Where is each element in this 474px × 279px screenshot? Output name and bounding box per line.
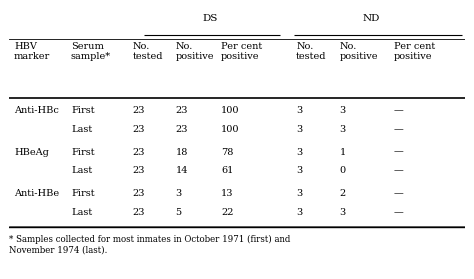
Text: 3: 3 bbox=[175, 189, 182, 198]
Text: Anti-HBc: Anti-HBc bbox=[14, 106, 59, 115]
Text: 23: 23 bbox=[132, 148, 145, 157]
Text: 18: 18 bbox=[175, 148, 188, 157]
Text: HBV
marker: HBV marker bbox=[14, 42, 50, 61]
Text: No.
positive: No. positive bbox=[339, 42, 378, 61]
Text: 1: 1 bbox=[339, 148, 346, 157]
Text: Last: Last bbox=[71, 208, 92, 217]
Text: 3: 3 bbox=[296, 189, 302, 198]
Text: * Samples collected for most inmates in October 1971 (first) and
November 1974 (: * Samples collected for most inmates in … bbox=[9, 235, 291, 254]
Text: 14: 14 bbox=[175, 166, 188, 175]
Text: 100: 100 bbox=[221, 106, 239, 115]
Text: 22: 22 bbox=[221, 208, 234, 217]
Text: 78: 78 bbox=[221, 148, 234, 157]
Text: 2: 2 bbox=[339, 189, 346, 198]
Text: First: First bbox=[71, 148, 94, 157]
Text: 23: 23 bbox=[175, 125, 188, 134]
Text: Last: Last bbox=[71, 125, 92, 134]
Text: —: — bbox=[394, 189, 404, 198]
Text: HBeAg: HBeAg bbox=[14, 148, 49, 157]
Text: 3: 3 bbox=[296, 125, 302, 134]
Text: 61: 61 bbox=[221, 166, 234, 175]
Text: 23: 23 bbox=[175, 106, 188, 115]
Text: No.
tested: No. tested bbox=[296, 42, 327, 61]
Text: 3: 3 bbox=[339, 106, 346, 115]
Text: 23: 23 bbox=[132, 125, 145, 134]
Text: 5: 5 bbox=[175, 208, 182, 217]
Text: No.
tested: No. tested bbox=[132, 42, 163, 61]
Text: Anti-HBe: Anti-HBe bbox=[14, 189, 59, 198]
Text: 13: 13 bbox=[221, 189, 234, 198]
Text: First: First bbox=[71, 189, 94, 198]
Text: —: — bbox=[394, 208, 404, 217]
Text: Serum
sample*: Serum sample* bbox=[71, 42, 111, 61]
Text: Per cent
positive: Per cent positive bbox=[394, 42, 435, 61]
Text: —: — bbox=[394, 125, 404, 134]
Text: ND: ND bbox=[363, 14, 380, 23]
Text: No.
positive: No. positive bbox=[175, 42, 214, 61]
Text: —: — bbox=[394, 106, 404, 115]
Text: 3: 3 bbox=[339, 125, 346, 134]
Text: First: First bbox=[71, 106, 94, 115]
Text: 3: 3 bbox=[339, 208, 346, 217]
Text: —: — bbox=[394, 148, 404, 157]
Text: 3: 3 bbox=[296, 106, 302, 115]
Text: 23: 23 bbox=[132, 189, 145, 198]
Text: 3: 3 bbox=[296, 208, 302, 217]
Text: 100: 100 bbox=[221, 125, 239, 134]
Text: Per cent
positive: Per cent positive bbox=[221, 42, 262, 61]
Text: 23: 23 bbox=[132, 208, 145, 217]
Text: 0: 0 bbox=[339, 166, 346, 175]
Text: 23: 23 bbox=[132, 106, 145, 115]
Text: 3: 3 bbox=[296, 166, 302, 175]
Text: DS: DS bbox=[202, 14, 218, 23]
Text: 3: 3 bbox=[296, 148, 302, 157]
Text: 23: 23 bbox=[132, 166, 145, 175]
Text: —: — bbox=[394, 166, 404, 175]
Text: Last: Last bbox=[71, 166, 92, 175]
